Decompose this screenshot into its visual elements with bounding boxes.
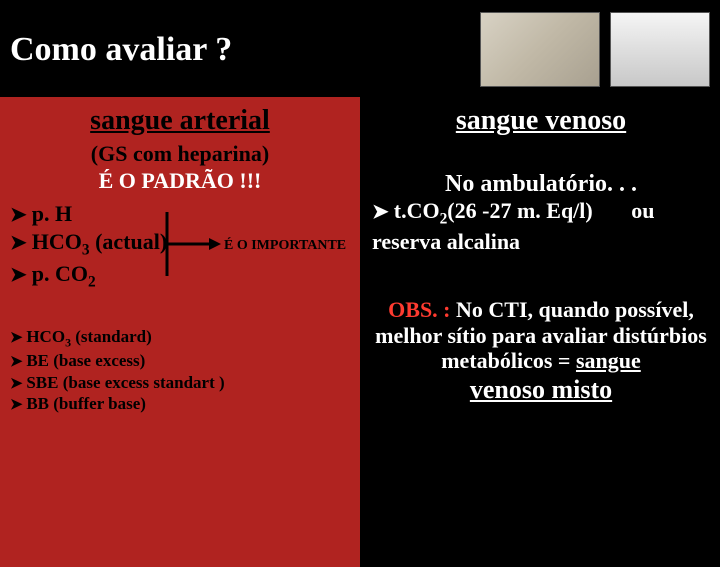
- list-item: BB (buffer base): [10, 393, 350, 415]
- bracket-arrow-icon: [165, 210, 225, 278]
- obs-block: OBS. : No CTI, quando possível, melhor s…: [372, 297, 710, 405]
- list-item: BE (base excess): [10, 350, 350, 372]
- left-heading: sangue arterial: [10, 105, 350, 137]
- bullet-text: p. H: [32, 201, 72, 226]
- right-heading: sangue venoso: [372, 105, 710, 137]
- left-column: sangue arterial (GS com heparina) É O PA…: [0, 97, 360, 567]
- obs-underline-2: venoso misto: [470, 375, 612, 405]
- list-item: t.CO2(26 -27 m. Eq/l) ou reserva alcalin…: [372, 198, 710, 255]
- bullet-text: HCO3 (actual): [32, 229, 167, 254]
- right-intro: No ambulatório. . .: [372, 171, 710, 198]
- bullet-text: SBE (base excess standart ): [26, 373, 224, 392]
- bullet-text: BB (buffer base): [26, 394, 146, 413]
- list-item: SBE (base excess standart ): [10, 372, 350, 394]
- image-medical-hands: [480, 12, 600, 87]
- bullet-text: t.CO2(26 -27 m. Eq/l) ou reserva alcalin…: [372, 198, 654, 254]
- image-analyzer-device: [610, 12, 710, 87]
- right-bullet-list: t.CO2(26 -27 m. Eq/l) ou reserva alcalin…: [372, 198, 710, 255]
- bullet-text: HCO3 (standard): [26, 327, 151, 346]
- left-subheading-2: É O PADRÃO !!!: [10, 168, 350, 194]
- obs-label: OBS. :: [388, 297, 450, 322]
- bullet-text: BE (base excess): [26, 351, 145, 370]
- page-title: Como avaliar ?: [10, 31, 470, 69]
- bullet-text: p. CO2: [32, 261, 96, 286]
- obs-underline-1: sangue: [576, 348, 641, 373]
- title-bar: Como avaliar ?: [0, 0, 720, 97]
- right-column: sangue venoso No ambulatório. . . t.CO2(…: [360, 97, 720, 567]
- list-item: HCO3 (standard): [10, 326, 350, 350]
- columns: sangue arterial (GS com heparina) É O PA…: [0, 97, 720, 567]
- left-subheading-1: (GS com heparina): [10, 141, 350, 166]
- arrow-note: É O IMPORTANTE: [224, 238, 346, 254]
- bullet-list-small: HCO3 (standard) BE (base excess) SBE (ba…: [10, 326, 350, 416]
